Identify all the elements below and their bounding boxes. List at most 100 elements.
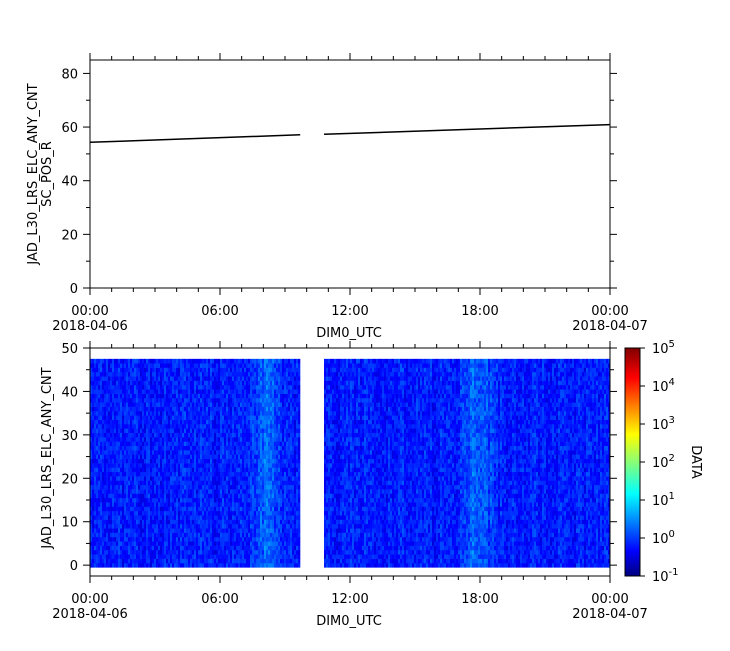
heatmap-cell	[118, 428, 121, 433]
heatmap-cell	[228, 410, 231, 416]
heatmap-cell	[162, 415, 165, 420]
heatmap-cell	[228, 484, 231, 490]
heatmap-cell	[288, 410, 291, 416]
heatmap-cell	[208, 541, 211, 546]
heatmap-cell	[218, 424, 221, 429]
heatmap-cell	[270, 428, 273, 433]
heatmap-cell	[222, 554, 225, 559]
heatmap-cell	[232, 545, 235, 551]
heatmap-cell	[278, 363, 281, 368]
heatmap-cell	[290, 497, 293, 503]
heatmap-cell	[184, 441, 187, 447]
heatmap-cell	[128, 441, 131, 447]
heatmap-cell	[264, 493, 267, 499]
heatmap-cell	[118, 532, 121, 538]
heatmap-cell	[204, 397, 207, 403]
heatmap-cell	[104, 493, 107, 499]
heatmap-cell	[96, 523, 99, 529]
heatmap-cell	[292, 510, 295, 516]
heatmap-cell	[106, 493, 109, 499]
heatmap-cell	[208, 471, 211, 477]
heatmap-cell	[230, 506, 233, 512]
heatmap-cell	[158, 432, 161, 438]
heatmap-cell	[206, 519, 209, 525]
heatmap-cell	[100, 437, 103, 442]
heatmap-cell	[252, 467, 255, 473]
heatmap-cell	[284, 528, 287, 533]
heatmap-cell	[188, 371, 191, 377]
heatmap-cell	[132, 363, 135, 368]
heatmap-cell	[108, 528, 111, 533]
heatmap-cell	[90, 558, 93, 564]
heatmap-cell	[136, 506, 139, 512]
heatmap-cell	[240, 384, 243, 390]
heatmap-cell	[166, 454, 169, 460]
heatmap-cell	[246, 424, 249, 429]
heatmap-cell	[106, 489, 109, 494]
heatmap-cell	[178, 489, 181, 494]
heatmap-cell	[202, 515, 205, 520]
heatmap-cell	[178, 528, 181, 533]
heatmap-cell	[240, 441, 243, 447]
heatmap-cell	[148, 402, 151, 407]
heatmap-cell	[132, 406, 135, 412]
heatmap-cell	[244, 450, 247, 455]
heatmap-cell	[222, 419, 225, 425]
heatmap-cell	[176, 562, 179, 568]
heatmap-cell	[262, 519, 265, 525]
heatmap-cell	[168, 467, 171, 473]
heatmap-cell	[266, 458, 269, 464]
heatmap-cell	[204, 371, 207, 377]
heatmap-cell	[232, 410, 235, 416]
heatmap-cell	[118, 489, 121, 494]
heatmap-cell	[260, 562, 263, 568]
heatmap-cell	[220, 467, 223, 473]
heatmap-cell	[196, 406, 199, 412]
heatmap-cell	[104, 428, 107, 433]
heatmap-cell	[222, 397, 225, 403]
heatmap-cell	[94, 467, 97, 473]
heatmap-cell	[150, 410, 153, 416]
heatmap-cell	[272, 545, 275, 551]
heatmap-cell	[266, 380, 269, 386]
heatmap-cell	[166, 410, 169, 416]
heatmap-cell	[118, 454, 121, 460]
heatmap-cell	[104, 523, 107, 529]
heatmap-cell	[260, 549, 263, 555]
heatmap-cell	[174, 497, 177, 503]
heatmap-cell	[102, 384, 105, 390]
heatmap-cell	[154, 536, 157, 542]
heatmap-cell	[176, 549, 179, 555]
heatmap-cell	[274, 380, 277, 386]
heatmap-cell	[270, 437, 273, 442]
heatmap-cell	[154, 528, 157, 533]
heatmap-cell	[172, 363, 175, 368]
heatmap-cell	[246, 463, 249, 468]
heatmap-cell	[222, 410, 225, 416]
heatmap-cell	[216, 358, 219, 364]
heatmap-cell	[120, 506, 123, 512]
heatmap-cell	[222, 424, 225, 429]
heatmap-cell	[132, 489, 135, 494]
heatmap-cell	[98, 367, 101, 373]
heatmap-cell	[138, 406, 141, 412]
heatmap-cell	[272, 562, 275, 568]
heatmap-cell	[94, 441, 97, 447]
heatmap-cell	[180, 441, 183, 447]
heatmap-cell	[292, 480, 295, 486]
heatmap-cell	[220, 441, 223, 447]
heatmap-cell	[182, 393, 185, 399]
heatmap-cell	[168, 450, 171, 455]
heatmap-cell	[186, 424, 189, 429]
heatmap-cell	[114, 519, 117, 525]
heatmap-cell	[160, 376, 163, 381]
heatmap-cell	[158, 519, 161, 525]
heatmap-cell	[156, 541, 159, 546]
heatmap-cell	[182, 476, 185, 481]
heatmap-cell	[232, 554, 235, 559]
heatmap-cell	[112, 428, 115, 433]
heatmap-cell	[216, 397, 219, 403]
heatmap-cell	[186, 458, 189, 464]
heatmap-cell	[234, 467, 237, 473]
heatmap-cell	[222, 415, 225, 420]
